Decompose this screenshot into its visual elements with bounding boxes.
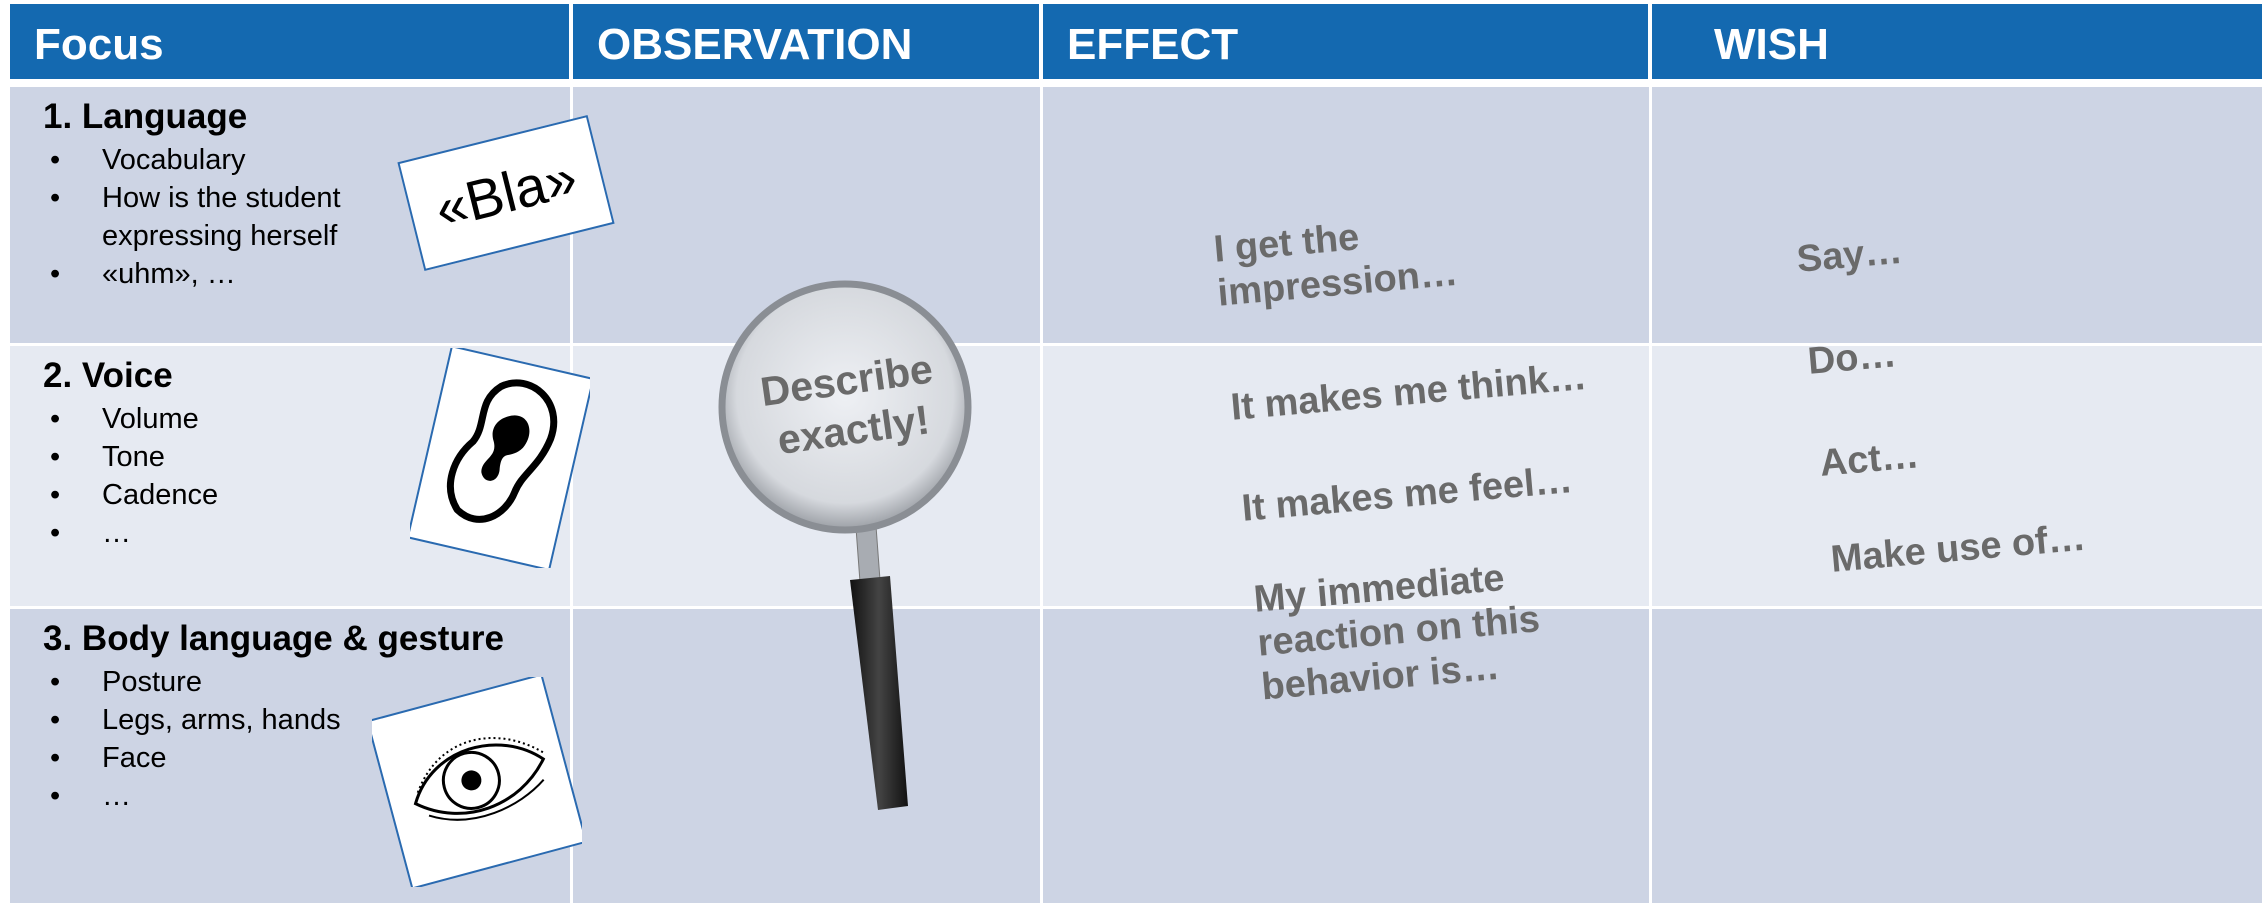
header-cell: Focus — [10, 4, 569, 79]
table-cell — [1652, 346, 2262, 606]
bullet-list: PostureLegs, arms, handsFace… — [43, 663, 543, 815]
table-cell — [1652, 609, 2262, 903]
focus-cell: 3. Body language & gesture PostureLegs, a… — [10, 609, 573, 903]
table-cell — [1043, 609, 1649, 903]
bullet-item: Legs, arms, hands — [43, 701, 543, 739]
bullet-item: «uhm», … — [43, 255, 383, 293]
wish-phrase: Say… — [1795, 229, 1904, 281]
bullet-item: … — [43, 777, 543, 815]
card-text: «Bla» — [428, 144, 583, 241]
wish-phrase: Do… — [1806, 333, 1899, 383]
table-cell — [573, 609, 1040, 903]
header-cell: OBSERVATION — [573, 4, 1039, 79]
bullet-item: Tone — [43, 438, 543, 476]
header-cell: EFFECT — [1043, 4, 1648, 79]
bullet-item: Vocabulary — [43, 141, 383, 179]
bullet-item: Face — [43, 739, 543, 777]
bullet-item: … — [43, 514, 543, 552]
header-cell: WISH — [1652, 4, 2262, 79]
bullet-item: How is the student expressing herself — [43, 179, 383, 255]
bullet-item: Volume — [43, 400, 543, 438]
bullet-list: VocabularyHow is the student expressing … — [43, 141, 383, 293]
magnifier — [718, 280, 972, 810]
wish-phrase: Act… — [1818, 434, 1921, 485]
bullet-list: VolumeToneCadence… — [43, 400, 543, 552]
table-cell — [1652, 87, 2262, 343]
focus-title: 2. Voice — [43, 356, 173, 395]
bullet-item: Posture — [43, 663, 543, 701]
focus-title: 3. Body language & gesture — [43, 619, 504, 658]
table-cell — [1043, 87, 1649, 343]
focus-title: 1. Language — [43, 97, 248, 136]
bullet-item: Cadence — [43, 476, 543, 514]
eye-card — [372, 677, 582, 887]
table-cell — [1043, 346, 1649, 606]
focus-cell: 1. Language VocabularyHow is the student … — [10, 87, 573, 346]
ear-card — [410, 348, 590, 568]
focus-cell: 2. Voice VolumeToneCadence… — [10, 346, 573, 609]
